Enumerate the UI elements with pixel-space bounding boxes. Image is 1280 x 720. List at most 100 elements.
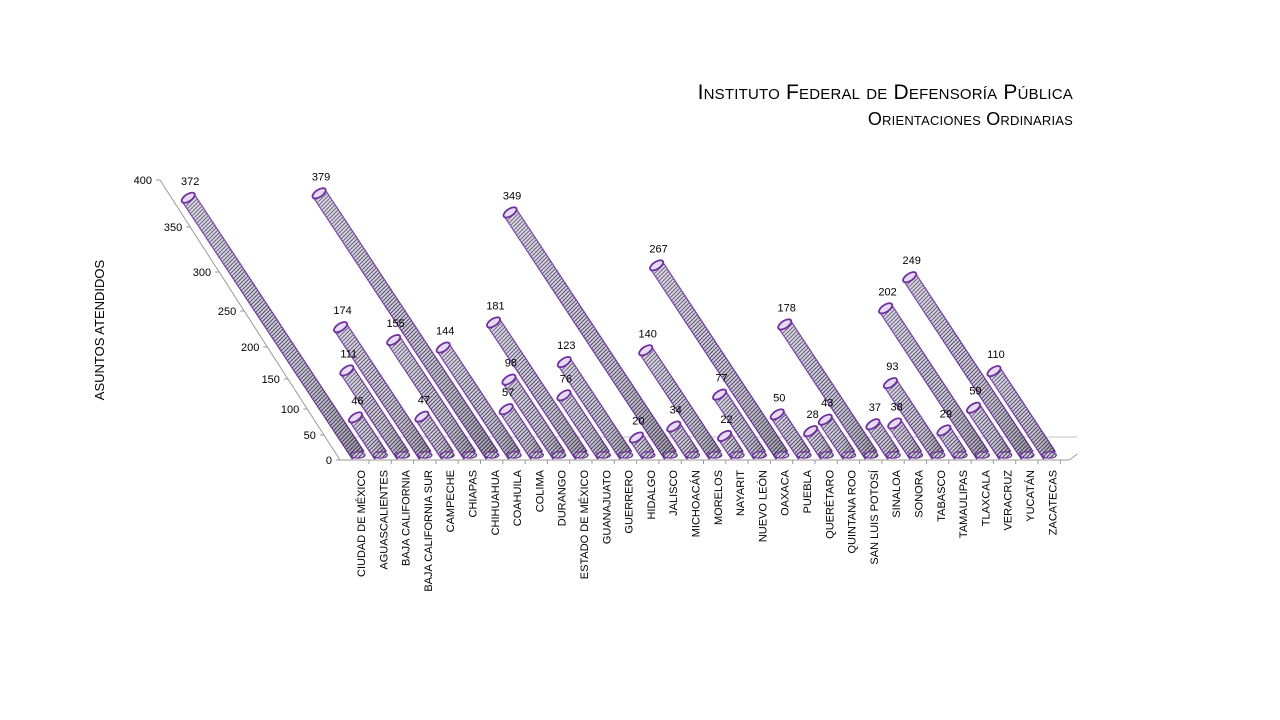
category-label: AGUASCALIENTES	[378, 470, 390, 570]
y-tick-label: 300	[193, 267, 211, 279]
category-label: TLAXCALA	[980, 469, 992, 526]
bar-cylinder	[311, 187, 500, 460]
data-label: 267	[649, 243, 667, 255]
category-label: HIDALGO	[646, 470, 658, 520]
category-label: TABASCO	[936, 470, 948, 522]
bar-cylinder	[966, 401, 1013, 460]
axes-layer: 0 50 100 150 200 250 300 350 400	[134, 175, 1078, 467]
bar-cylinder	[887, 417, 924, 460]
category-label: SAN LUIS POTOSÍ	[868, 469, 881, 564]
data-label: 123	[557, 340, 575, 352]
category-label: COAHUILA	[512, 469, 524, 526]
bar-cylinder	[817, 413, 857, 460]
data-label: 144	[436, 326, 454, 338]
data-label: 98	[505, 358, 517, 370]
data-label: 110	[987, 349, 1005, 361]
data-label: 155	[386, 318, 404, 330]
data-label: 50	[773, 392, 785, 404]
data-label: 34	[670, 405, 682, 417]
bar-cylinder	[638, 344, 723, 460]
data-label: 249	[902, 255, 920, 267]
labels-layer: 3724611117447155379144579818176123203493…	[181, 171, 1059, 591]
data-label: 77	[715, 373, 727, 385]
data-label: 28	[806, 409, 818, 421]
data-label: 140	[639, 328, 657, 340]
bar-cylinder	[769, 408, 812, 460]
data-label: 47	[418, 395, 430, 407]
bar-cylinder	[666, 420, 701, 460]
chart-title-block: Instituto Federal de Defensoría Pública …	[698, 80, 1073, 132]
bar-cylinder	[435, 341, 522, 460]
data-label: 93	[886, 361, 898, 373]
bar-cylinder	[414, 410, 455, 460]
category-label: YUCATÁN	[1024, 470, 1037, 522]
category-label: BAJA CALIFORNIA SUR	[423, 470, 435, 592]
category-label: NUEVO LEÓN	[756, 470, 769, 542]
category-label: CIUDAD DE MÉXICO	[355, 470, 368, 577]
bar-cylinder	[556, 389, 611, 460]
bar-cylinder	[498, 403, 545, 460]
bar-cylinder	[865, 418, 901, 460]
data-label: 22	[720, 414, 732, 426]
bar-cylinder	[712, 388, 768, 460]
category-label: SONORA	[914, 469, 926, 517]
bar-cylinder	[986, 365, 1057, 460]
y-tick-label: 150	[262, 374, 280, 386]
category-label: SINALOA	[891, 469, 903, 517]
category-label: QUINTANA ROO	[847, 470, 859, 554]
data-label: 372	[181, 176, 199, 188]
y-axis-line	[159, 179, 341, 461]
category-label: VERACRUZ	[1003, 470, 1015, 531]
chart-title: Instituto Federal de Defensoría Pública	[697, 81, 1073, 104]
data-label: 46	[351, 395, 363, 407]
bar-cylinder	[628, 431, 656, 460]
bar-cylinder	[486, 316, 589, 460]
data-label: 38	[891, 401, 903, 413]
data-label: 202	[878, 286, 896, 298]
bar-cylinder	[902, 271, 1035, 460]
category-label: TAMAULIPAS	[958, 470, 970, 538]
y-tick-label: 50	[304, 430, 316, 442]
category-label: CAMPECHE	[445, 470, 457, 532]
category-label: NAYARIT	[735, 470, 747, 516]
category-label: OAXACA	[780, 469, 792, 516]
data-label: 43	[821, 398, 833, 410]
data-label: 379	[312, 171, 330, 183]
y-tick-label: 200	[241, 342, 259, 354]
bar-cylinder	[333, 321, 433, 460]
bar-cylinder	[386, 334, 478, 460]
bars-layer	[180, 187, 1057, 460]
category-label: GUERRERO	[624, 470, 636, 534]
data-label: 59	[969, 386, 981, 398]
bar-cylinder	[878, 302, 991, 460]
category-label: GUANAJUATO	[601, 470, 613, 545]
x-axis-end-line	[1069, 453, 1078, 461]
data-label: 111	[340, 348, 357, 360]
category-label: MICHOACÁN	[690, 470, 703, 537]
bar-cylinder	[777, 318, 879, 460]
category-label: PUEBLA	[802, 469, 814, 513]
data-label: 29	[940, 408, 952, 420]
data-label: 37	[869, 402, 881, 414]
data-label: 178	[778, 302, 796, 314]
category-label: BAJA CALIFORNIA	[401, 469, 413, 566]
category-label: JALISCO	[668, 470, 680, 516]
bar-cylinder	[502, 206, 678, 460]
bar-cylinder	[882, 377, 946, 460]
bar-cylinder	[936, 424, 968, 460]
data-label: 57	[502, 387, 514, 399]
category-label: DURANGO	[557, 470, 569, 527]
data-label: 20	[632, 416, 644, 428]
data-label: 349	[503, 190, 521, 202]
chart-subtitle: Orientaciones Ordinarias	[867, 109, 1073, 129]
data-label: 76	[560, 373, 572, 385]
category-label: QUERÉTARO	[823, 470, 836, 539]
y-tick-label: 100	[281, 404, 299, 416]
bar-cylinder	[348, 411, 388, 460]
bar-cylinder	[649, 259, 790, 460]
y-axis-label: ASUNTOS ATENDIDOS	[92, 259, 107, 400]
category-label: ESTADO DE MÉXICO	[578, 470, 591, 580]
bar-cylinder	[717, 429, 745, 460]
bar-cylinder	[501, 373, 567, 460]
